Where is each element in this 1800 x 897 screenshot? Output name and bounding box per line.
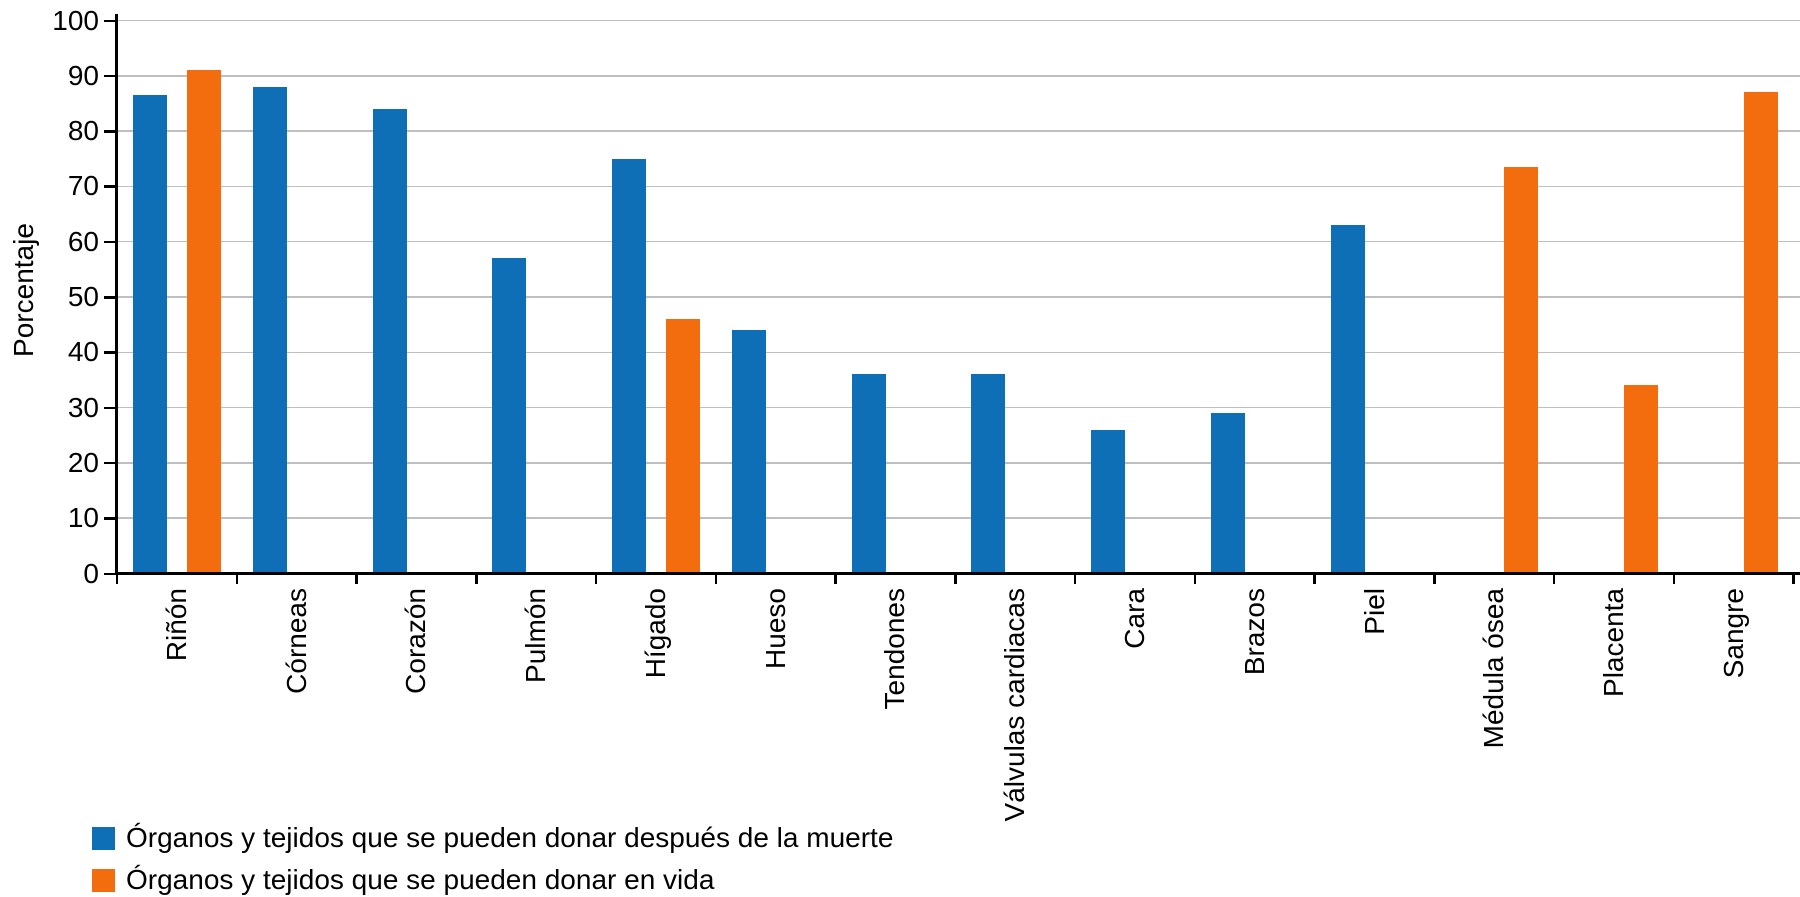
x-label-6: Tendones: [879, 588, 911, 710]
x-tick-3: [475, 575, 478, 584]
x-tick-11: [1433, 575, 1436, 584]
gridline-y-30: [117, 406, 1800, 409]
y-tick-80: [103, 130, 115, 133]
x-tick-0: [115, 575, 119, 584]
y-tick-90: [103, 74, 115, 78]
y-tick-label-20: 20: [67, 446, 99, 478]
bar-muerte-9: [1210, 413, 1245, 574]
y-tick-40: [103, 351, 115, 354]
y-tick-label-0: 0: [83, 557, 99, 589]
bar-muerte-8: [1091, 429, 1126, 574]
bar-vida-4: [666, 319, 701, 574]
bar-muerte-3: [492, 258, 527, 574]
gridline-y-40: [117, 351, 1800, 354]
legend-item-muerte: Órganos y tejidos que se pueden donar de…: [92, 823, 893, 853]
gridline-y-90: [117, 75, 1800, 77]
bar-muerte-2: [372, 108, 407, 574]
x-label-9: Brazos: [1238, 588, 1270, 676]
y-tick-10: [103, 517, 115, 520]
y-tick-label-80: 80: [67, 115, 99, 147]
x-label-12: Placenta: [1598, 588, 1630, 697]
bar-muerte-10: [1330, 225, 1365, 574]
x-tick-14: [1792, 575, 1795, 584]
y-tick-70: [103, 185, 115, 188]
x-label-8: Cara: [1118, 588, 1150, 649]
x-label-4: Hígado: [639, 588, 671, 679]
y-tick-label-30: 30: [67, 391, 99, 423]
y-tick-label-40: 40: [67, 336, 99, 368]
gridline-y-20: [117, 462, 1800, 464]
x-label-1: Córneas: [280, 588, 312, 694]
x-label-11: Médula ósea: [1478, 588, 1510, 749]
x-tick-4: [594, 575, 598, 584]
x-label-7: Válvulas cardiacas: [999, 588, 1031, 822]
legend-label-muerte: Órganos y tejidos que se pueden donar de…: [126, 822, 894, 853]
gridline-y-80: [117, 130, 1800, 132]
y-tick-60: [103, 240, 115, 244]
x-label-13: Sangre: [1717, 588, 1749, 679]
legend: Órganos y tejidos que se pueden donar de…: [92, 823, 893, 895]
y-tick-50: [103, 296, 115, 299]
x-tick-2: [355, 575, 358, 584]
bar-muerte-6: [851, 374, 886, 574]
gridline-y-10: [117, 517, 1800, 519]
y-tick-100: [103, 19, 115, 22]
x-axis-line: [114, 572, 1800, 575]
gridline-y-50: [117, 296, 1800, 298]
x-tick-12: [1552, 575, 1556, 584]
bar-vida-11: [1504, 167, 1539, 574]
y-tick-label-100: 100: [52, 4, 99, 36]
x-tick-1: [235, 575, 238, 584]
y-tick-30: [103, 406, 115, 410]
bar-muerte-0: [133, 95, 167, 574]
legend-swatch-vida: [92, 868, 115, 892]
x-label-10: Piel: [1358, 588, 1390, 635]
x-label-5: Hueso: [759, 588, 791, 669]
legend-item-vida: Órganos y tejidos que se pueden donar en…: [92, 865, 893, 895]
bar-muerte-4: [612, 158, 647, 574]
y-tick-0: [103, 572, 115, 575]
y-tick-label-10: 10: [67, 502, 99, 534]
x-label-0: Riñón: [160, 588, 192, 662]
y-tick-label-90: 90: [67, 59, 99, 91]
bar-vida-13: [1743, 92, 1778, 574]
y-tick-label-60: 60: [67, 225, 99, 257]
x-tick-10: [1313, 575, 1316, 584]
legend-label-vida: Órganos y tejidos que se pueden donar en…: [126, 864, 715, 895]
y-axis-line: [114, 14, 118, 575]
bar-muerte-5: [731, 330, 766, 574]
x-tick-9: [1193, 575, 1197, 584]
gridline-y-70: [117, 185, 1800, 188]
y-tick-label-70: 70: [67, 170, 99, 202]
bar-vida-12: [1624, 385, 1659, 574]
x-tick-13: [1672, 575, 1676, 584]
bar-muerte-1: [252, 86, 287, 574]
x-tick-8: [1073, 575, 1077, 584]
bar-vida-0: [187, 70, 221, 574]
x-tick-5: [714, 575, 718, 584]
gridline-y-60: [117, 240, 1800, 243]
gridline-y-100: [117, 19, 1800, 22]
x-label-3: Pulmón: [520, 588, 552, 683]
y-tick-20: [103, 461, 115, 465]
x-label-2: Corazón: [400, 588, 432, 694]
x-tick-6: [834, 575, 837, 584]
legend-swatch-muerte: [92, 826, 115, 850]
y-tick-label-50: 50: [67, 281, 99, 312]
bar-muerte-7: [971, 374, 1006, 574]
x-tick-7: [954, 575, 957, 584]
